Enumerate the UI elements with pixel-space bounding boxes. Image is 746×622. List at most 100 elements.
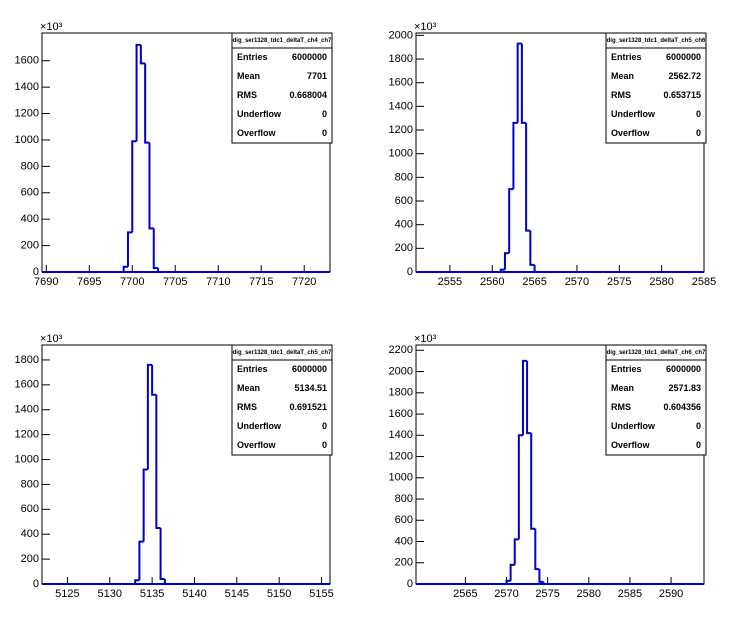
stats-label: RMS	[237, 402, 257, 412]
stats-box	[605, 344, 707, 456]
histogram-bin	[503, 252, 510, 270]
stats-value: 6000000	[666, 52, 701, 62]
y-tick-label: 400	[21, 528, 39, 540]
stats-value: 7701	[307, 71, 327, 81]
histogram-bin	[134, 579, 140, 584]
y-tick-label: 200	[395, 242, 413, 254]
x-tick-label: 7695	[77, 276, 101, 288]
stats-label: Overflow	[237, 128, 277, 138]
stats-value: 2562.72	[668, 71, 701, 81]
stats-label: RMS	[237, 90, 257, 100]
stats-label: Entries	[237, 364, 268, 374]
stats-label: Underflow	[611, 421, 656, 431]
histogram-bin	[148, 142, 154, 230]
y-tick-label: 600	[21, 187, 39, 199]
stats-value: 2571.83	[668, 383, 701, 393]
histogram-bin	[142, 468, 148, 542]
x-tick-label: 5125	[55, 588, 79, 600]
histogram-bin	[516, 42, 522, 123]
stats-label: Mean	[611, 71, 634, 81]
stats-value: 5134.51	[294, 383, 327, 393]
y-tick-label: 800	[21, 478, 39, 490]
stats-label: Underflow	[237, 421, 282, 431]
y-tick-label: 1000	[15, 134, 39, 146]
stats-box	[605, 32, 707, 144]
histogram-bin	[122, 265, 128, 272]
x-tick-label: 2580	[577, 588, 601, 600]
y-tick-label: 1800	[15, 354, 39, 366]
stats-title: dig_ser1328_tdc1_deltaT_ch4_ch7	[233, 38, 332, 44]
x-tick-label: 2575	[607, 276, 631, 288]
stats-label: Entries	[237, 52, 268, 62]
stats-value: 0	[696, 421, 701, 431]
y-tick-label: 1200	[15, 429, 39, 441]
x-tick-label: 2575	[535, 588, 559, 600]
y-tick-label: 1400	[15, 81, 39, 93]
x-tick-label: 5145	[225, 588, 249, 600]
histogram-bin	[517, 434, 523, 540]
x-tick-label: 2585	[618, 588, 642, 600]
x-tick-label: 2590	[659, 588, 683, 600]
y-tick-label: 1800	[389, 53, 413, 65]
x-tick-label: 2585	[692, 276, 716, 288]
histogram-bin	[512, 121, 518, 190]
stats-value: 0	[322, 440, 327, 450]
histogram-bin	[135, 43, 141, 142]
x-tick-label: 5155	[309, 588, 333, 600]
x-tick-label: 2565	[522, 276, 546, 288]
y-tick-label: 0	[407, 578, 413, 590]
y-tick-label: 400	[21, 213, 39, 225]
y-tick-label: 1400	[389, 429, 413, 441]
y-tick-label: 200	[21, 239, 39, 251]
stats-value: 0	[322, 109, 327, 119]
y-tick-label: 200	[21, 553, 39, 565]
y-tick-label: 400	[395, 535, 413, 547]
x-tick-label: 5130	[98, 588, 122, 600]
y-tick-label: 1800	[389, 387, 413, 399]
y-tick-label: 1200	[389, 450, 413, 462]
y-exponent: ×10³	[414, 333, 437, 345]
stats-label: Mean	[611, 383, 634, 393]
y-tick-label: 1600	[15, 379, 39, 391]
histogram-bin	[126, 231, 133, 267]
histogram-bin	[159, 527, 165, 581]
stats-label: Overflow	[611, 128, 651, 138]
histogram-bin	[139, 44, 146, 65]
x-tick-label: 2570	[565, 276, 589, 288]
y-tick-label: 1400	[389, 100, 413, 112]
y-tick-label: 400	[395, 219, 413, 231]
y-tick-label: 2000	[389, 365, 413, 377]
y-exponent: ×10³	[414, 21, 437, 33]
y-tick-label: 0	[33, 266, 39, 278]
stats-value: 0.668004	[289, 90, 327, 100]
y-exponent: ×10³	[40, 333, 63, 345]
y-tick-label: 0	[407, 266, 413, 278]
stats-value: 0.691521	[289, 402, 327, 412]
x-tick-label: 2570	[494, 588, 518, 600]
x-tick-label: 2555	[438, 276, 462, 288]
histogram-bin	[529, 230, 535, 266]
x-tick-label: 2580	[649, 276, 673, 288]
y-tick-label: 1600	[15, 55, 39, 67]
y-tick-label: 1400	[15, 404, 39, 416]
histogram-bin	[155, 394, 161, 529]
histogram-bin	[138, 540, 144, 581]
stats-label: Entries	[611, 52, 642, 62]
stats-label: Underflow	[611, 109, 656, 119]
stats-title: dig_ser1328_tdc1_deltaT_ch5_ch6	[607, 38, 706, 44]
histogram-bin	[530, 433, 536, 530]
y-tick-label: 800	[21, 160, 39, 172]
stats-value: 6000000	[292, 364, 327, 374]
histogram-bin	[146, 363, 153, 470]
stats-box	[231, 344, 333, 456]
stats-label: Entries	[611, 364, 642, 374]
stats-value: 0	[322, 128, 327, 138]
histogram-bin	[538, 569, 544, 583]
y-tick-label: 0	[33, 578, 39, 590]
x-tick-label: 7700	[120, 276, 144, 288]
x-tick-label: 7715	[249, 276, 273, 288]
stats-value: 0.653715	[663, 90, 701, 100]
x-tick-label: 7710	[206, 276, 230, 288]
histogram-bin	[526, 360, 532, 435]
histogram-bin	[513, 538, 519, 565]
